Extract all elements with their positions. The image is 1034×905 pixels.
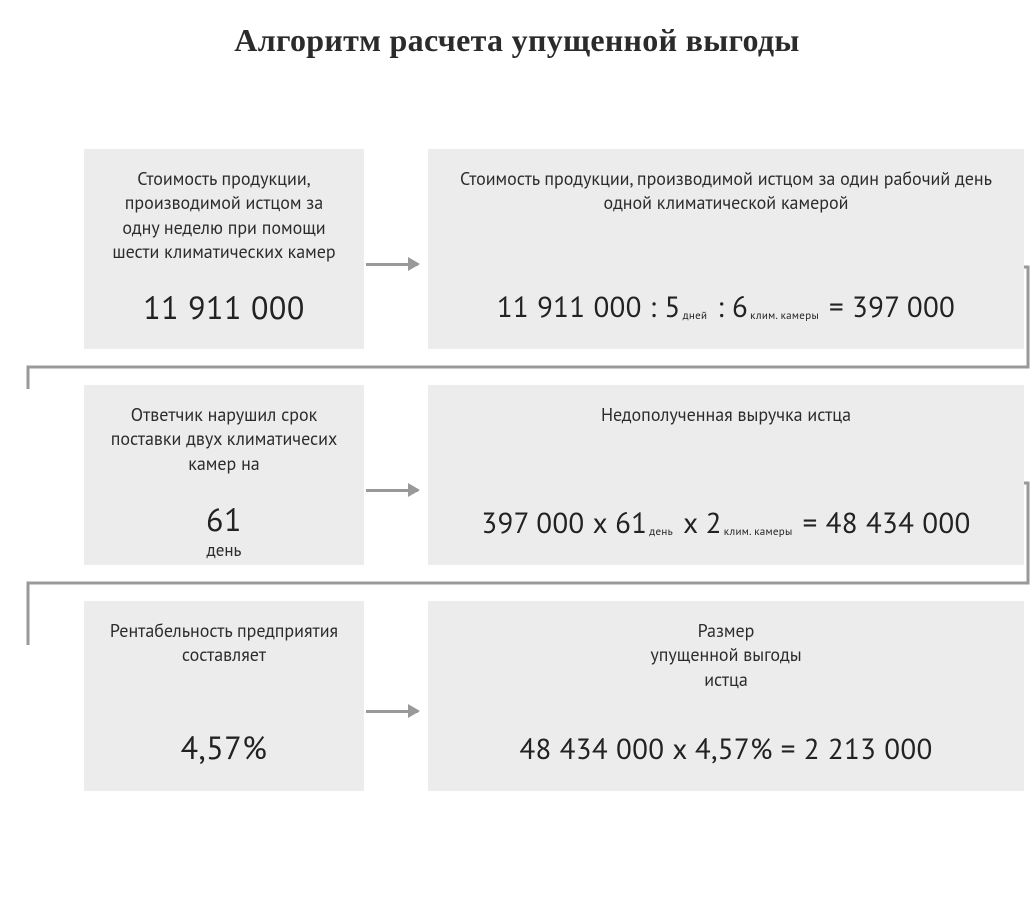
- row-1-formula: 11 911 000 : 5дней : 6клим. камеры = 397…: [450, 290, 1002, 325]
- row-1-left-box: Стоимость продукции, производимой истцом…: [84, 149, 364, 349]
- diagram-stage: Стоимость продукции, производимой истцом…: [0, 149, 1034, 791]
- row-3-formula: 48 434 000 х 4,57% = 2 213 000: [450, 732, 1002, 767]
- row-2-left-unit: день: [106, 539, 342, 561]
- row-2-arrow-gap: [364, 385, 428, 565]
- row-3: Рентабельность предприятия составляет 4,…: [0, 601, 1034, 791]
- row-2-formula: 397 000 х 61день х 2клим. камеры = 48 43…: [450, 506, 1002, 541]
- row-1-arrow-gap: [364, 149, 428, 349]
- row-1-left-value: 11 911 000: [106, 290, 342, 325]
- row-2-left-desc: Ответчик нарушил срок поставки двух клим…: [106, 403, 342, 476]
- row-1-left-desc: Стоимость продукции, производимой истцом…: [106, 167, 342, 264]
- arrow-right-icon: [366, 489, 418, 492]
- row-1-right-box: Стоимость продукции, производимой истцом…: [428, 149, 1024, 349]
- arrow-right-icon: [366, 263, 418, 266]
- row-2-right-desc: Недополученная выручка истца: [450, 403, 1002, 427]
- row-3-right-desc: Размер упущенной выгоды истца: [450, 619, 1002, 692]
- row-3-right-box: Размер упущенной выгоды истца 48 434 000…: [428, 601, 1024, 791]
- row-2-left-box: Ответчик нарушил срок поставки двух клим…: [84, 385, 364, 565]
- row-3-left-value: 4,57%: [106, 730, 342, 765]
- row-1: Стоимость продукции, производимой истцом…: [0, 149, 1034, 349]
- row-2-left-value: 61: [106, 502, 342, 537]
- row-3-arrow-gap: [364, 601, 428, 791]
- row-2-right-box: Недополученная выручка истца 397 000 х 6…: [428, 385, 1024, 565]
- arrow-right-icon: [366, 710, 418, 713]
- row-1-right-desc: Стоимость продукции, производимой истцом…: [450, 167, 1002, 216]
- row-2: Ответчик нарушил срок поставки двух клим…: [0, 385, 1034, 565]
- row-3-left-box: Рентабельность предприятия составляет 4,…: [84, 601, 364, 791]
- page-title: Алгоритм расчета упущенной выгоды: [0, 22, 1034, 59]
- row-3-left-desc: Рентабельность предприятия составляет: [106, 619, 342, 668]
